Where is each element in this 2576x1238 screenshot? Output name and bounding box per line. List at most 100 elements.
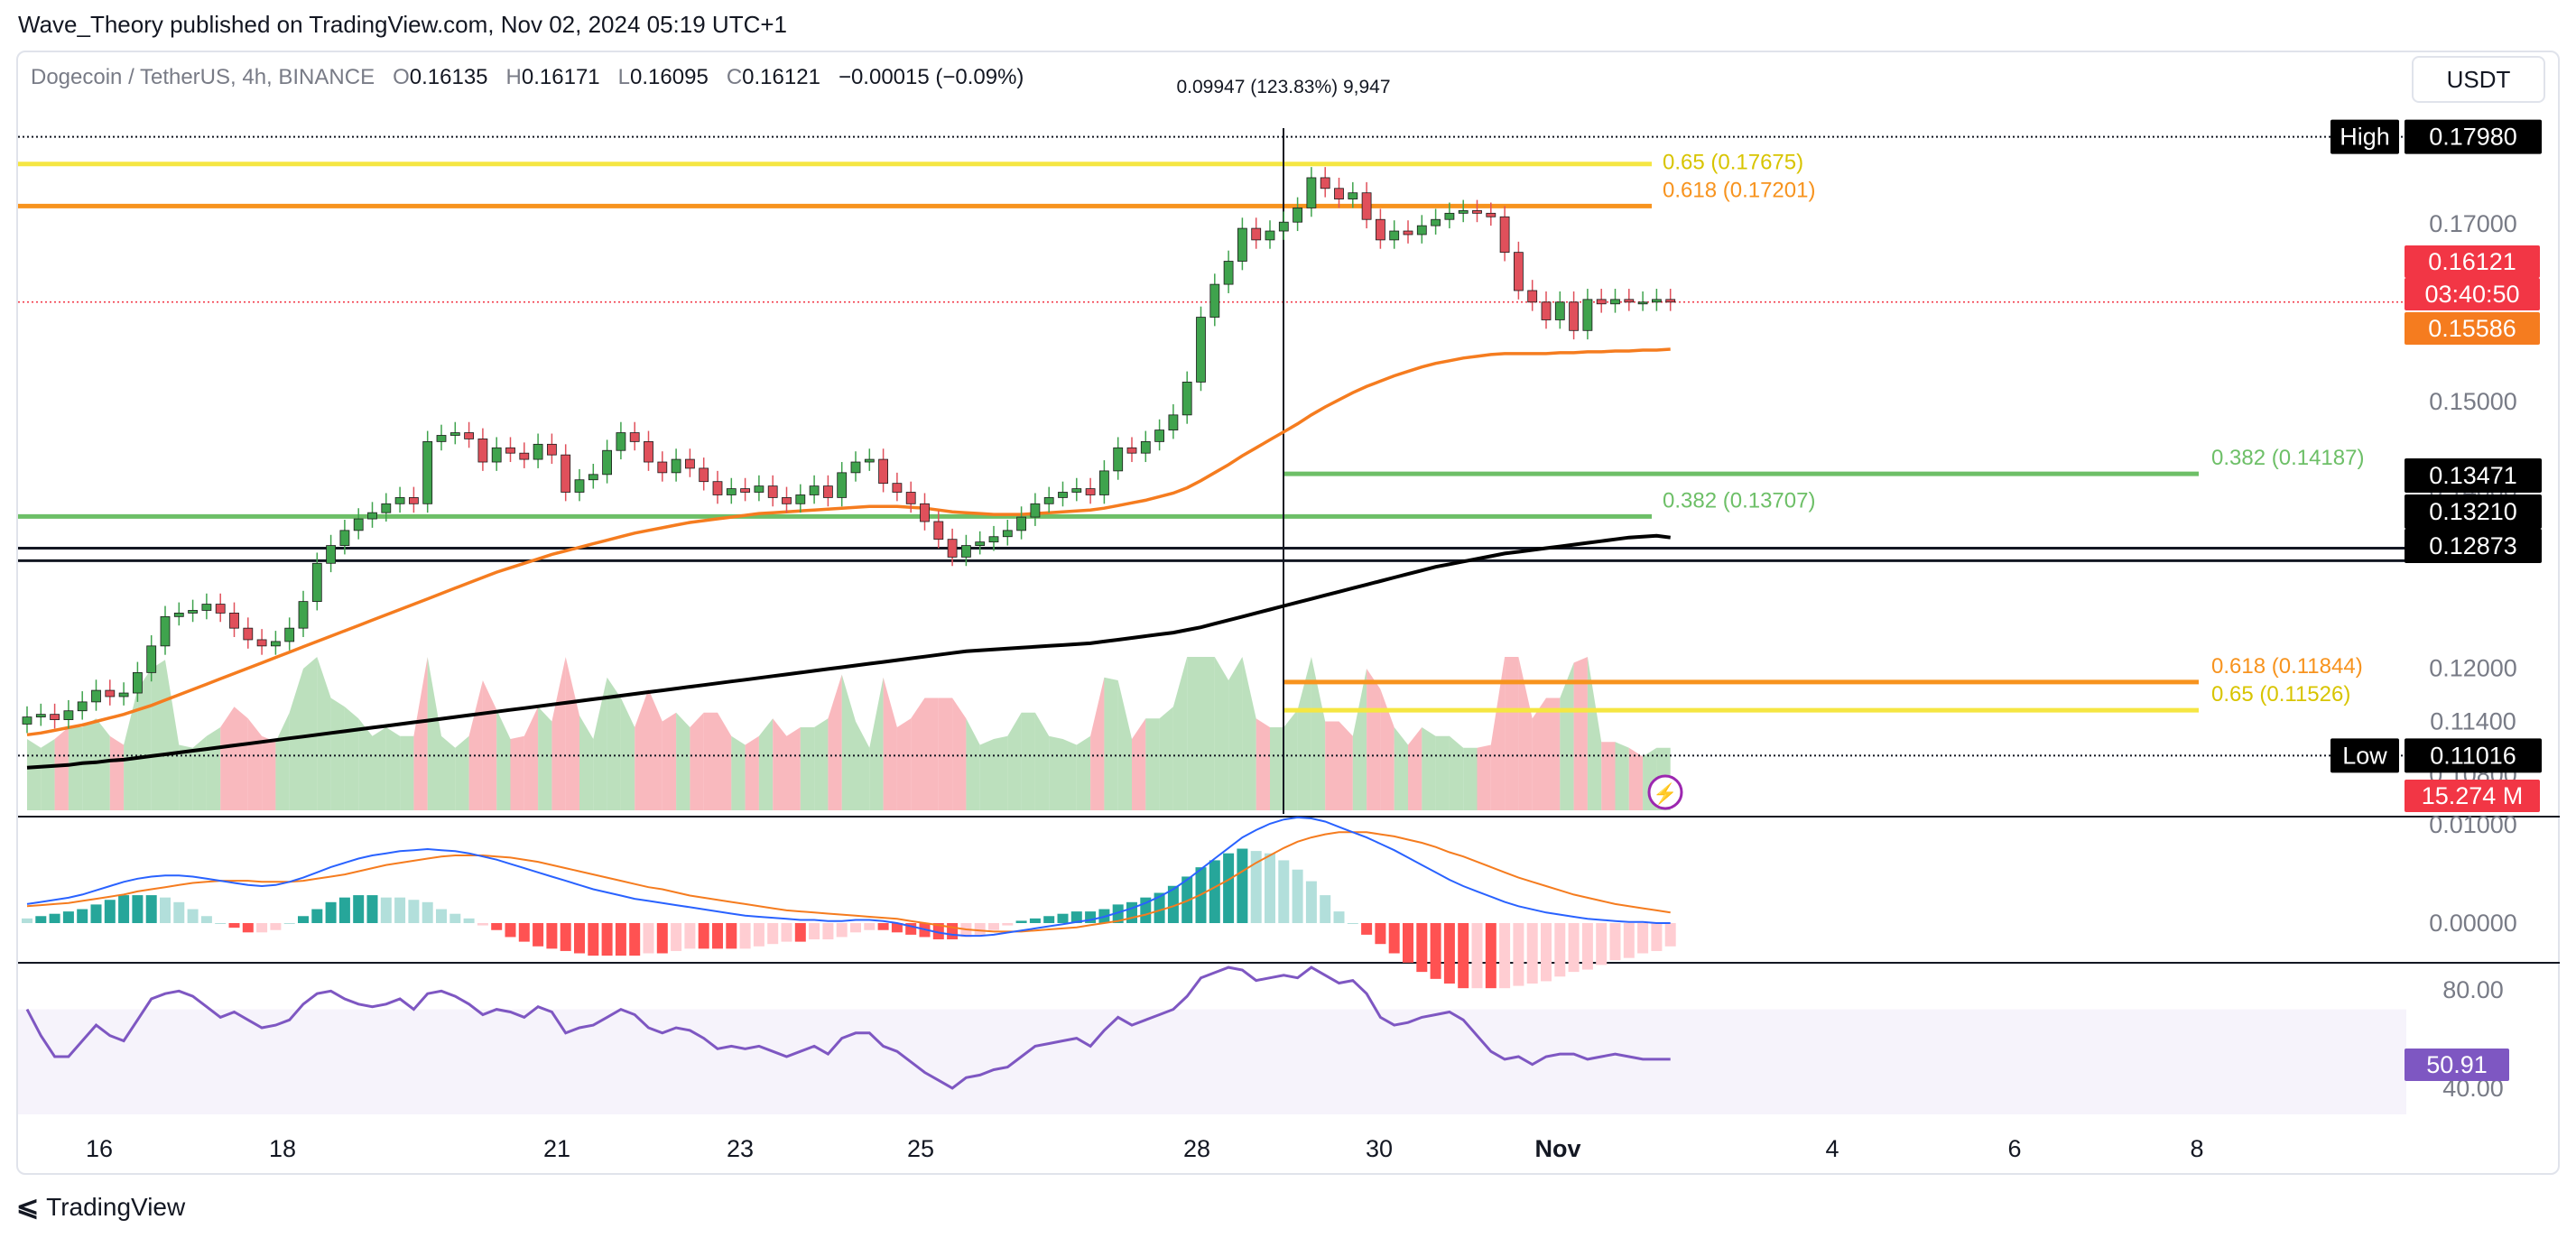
candle-body <box>298 601 309 629</box>
candle-body <box>920 503 930 522</box>
volume-area <box>524 707 539 810</box>
volume-area <box>635 688 649 810</box>
brand-name[interactable]: TradingView <box>46 1192 186 1221</box>
countdown-badge-bg <box>2405 278 2540 310</box>
y-tick-label: 0.17000 <box>2429 210 2517 237</box>
macd-histogram-bar <box>1002 923 1014 926</box>
macd-histogram-bar <box>1223 853 1235 923</box>
publisher-header: Wave_Theory published on TradingView.com… <box>18 11 787 38</box>
macd-histogram-bar <box>850 923 861 933</box>
volume-area <box>1628 747 1644 810</box>
low-badge-value-bg <box>2405 738 2542 773</box>
candle-body <box>1154 430 1164 442</box>
high-value: 0.16171 <box>521 65 600 89</box>
volume-area <box>786 727 801 810</box>
candle-body <box>1361 192 1372 220</box>
candle-body <box>547 443 557 456</box>
macd-histogram-bar <box>988 923 999 930</box>
volume-area <box>1505 657 1519 810</box>
high-badge-label-bg <box>2330 119 2399 154</box>
macd-histogram-bar <box>505 923 516 938</box>
candle-body <box>326 545 337 564</box>
macd-histogram-bar <box>1333 911 1345 923</box>
ohlc-legend: Dogecoin / TetherUS, 4h, BINANCE O0.1613… <box>31 65 1024 90</box>
macd-histogram-bar <box>822 923 834 940</box>
volume-area <box>883 677 897 810</box>
candle-body <box>1637 301 1648 305</box>
volume-area <box>690 712 704 810</box>
volume-area <box>1104 677 1118 810</box>
symbol-label[interactable]: Dogecoin / TetherUS, 4h, BINANCE <box>31 65 375 89</box>
macd-histogram-bar <box>132 895 144 923</box>
macd-histogram-bar <box>338 897 350 923</box>
ema50-badge-bg <box>2405 312 2540 345</box>
macd-histogram-bar <box>1181 876 1193 923</box>
volume-area <box>1573 657 1588 810</box>
macd-histogram-bar <box>629 923 641 956</box>
macd-y-tick: 0.01000 <box>2429 811 2517 838</box>
volume-area <box>1270 727 1284 810</box>
volume-area <box>1394 727 1408 810</box>
volume-area <box>496 709 511 810</box>
candle-body <box>864 458 875 463</box>
candle-body <box>1140 440 1151 454</box>
volume-area <box>441 735 456 810</box>
quote-currency-button[interactable]: USDT <box>2412 56 2545 103</box>
candle-body <box>1071 488 1082 493</box>
volume-area <box>1214 657 1229 810</box>
candle-body <box>1251 227 1262 241</box>
macd-histogram-bar <box>1043 916 1055 923</box>
candle-body <box>1181 382 1192 416</box>
macd-histogram-bar <box>1609 923 1621 961</box>
macd-histogram-bar <box>974 923 986 935</box>
macd-histogram-bar <box>1526 923 1538 984</box>
volume-area <box>1490 657 1506 810</box>
candle-body <box>1431 218 1441 226</box>
candle-body <box>1499 216 1510 254</box>
volume-area <box>1477 744 1491 810</box>
macd-histogram-bar <box>1126 901 1137 923</box>
macd-histogram-bar <box>1443 923 1455 984</box>
volume-area <box>869 677 884 810</box>
volume-area <box>385 727 401 810</box>
candle-body <box>1223 261 1234 285</box>
fib-level-label: 0.65 (0.17675) <box>1663 151 1803 175</box>
candle-body <box>505 447 515 454</box>
macd-histogram-bar <box>1154 892 1165 923</box>
candle-body <box>1569 301 1579 331</box>
change-value: −0.00015 (−0.09%) <box>838 65 1024 89</box>
candle-body <box>1306 177 1317 208</box>
candle-body <box>933 521 944 540</box>
last-price-badge: 0.16121 <box>2428 248 2516 275</box>
indicator-icon-glyph: ⚡ <box>1653 782 1677 806</box>
volume-area <box>1145 718 1160 810</box>
candle-body <box>519 452 530 460</box>
macd-histogram-bar <box>62 911 74 923</box>
volume-area <box>938 698 953 810</box>
candle-body <box>215 604 226 614</box>
candle-body <box>1527 290 1538 303</box>
volume-area <box>192 735 207 810</box>
candle-body <box>712 481 723 495</box>
volume-area <box>427 657 441 810</box>
macd-histogram-bar <box>588 923 599 956</box>
tradingview-logo-icon[interactable]: ⩽ <box>16 1192 40 1222</box>
candle-body <box>243 627 254 641</box>
macd-histogram-bar <box>1637 923 1649 954</box>
volume-area <box>758 718 774 810</box>
volume-area <box>979 739 994 810</box>
volume-area <box>676 712 690 810</box>
candle-body <box>188 610 199 614</box>
volume-area <box>27 739 42 810</box>
macd-histogram-bar <box>1581 923 1593 970</box>
candle-body <box>91 689 101 703</box>
volume-area <box>1587 657 1602 810</box>
ema50-badge: 0.15586 <box>2428 315 2516 342</box>
macd-histogram-bar <box>1471 923 1483 989</box>
candle-body <box>1320 177 1330 189</box>
macd-histogram-bar <box>836 923 848 938</box>
candle-body <box>256 639 267 647</box>
macd-histogram-bar <box>574 923 585 954</box>
volume-area <box>400 735 414 810</box>
